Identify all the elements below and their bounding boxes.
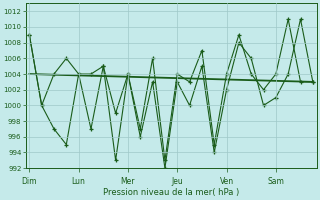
X-axis label: Pression niveau de la mer( hPa ): Pression niveau de la mer( hPa ) [103, 188, 239, 197]
